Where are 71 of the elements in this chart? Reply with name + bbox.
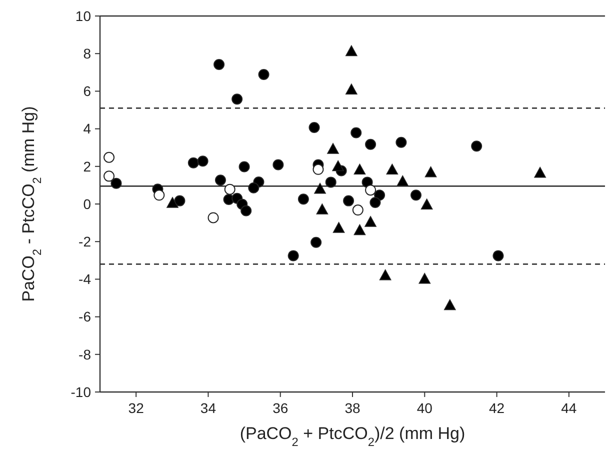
y-tick-label: 6 — [83, 83, 92, 100]
point — [379, 269, 392, 280]
x-tick-label: 44 — [561, 400, 577, 416]
point — [332, 222, 345, 233]
point — [386, 164, 398, 175]
point — [396, 136, 407, 148]
point — [354, 164, 366, 175]
point — [370, 196, 381, 208]
x-axis-title: (PaCO$_{2}$ + PtcCO$_{2}$)/2 (mm Hg) — [240, 424, 466, 449]
point — [352, 204, 364, 216]
y-tick-label: 2 — [83, 158, 92, 174]
point — [272, 159, 284, 170]
point — [238, 161, 250, 172]
y-tick-label: 4 — [83, 120, 92, 137]
point — [346, 45, 358, 56]
point — [104, 170, 115, 182]
point — [174, 195, 186, 206]
point — [312, 164, 324, 175]
point — [424, 166, 437, 178]
y-tick-label: -4 — [78, 271, 92, 288]
point — [346, 84, 358, 94]
point — [316, 204, 328, 214]
x-tick-label: 40 — [416, 400, 433, 416]
y-tick-label: -2 — [78, 234, 92, 250]
point — [492, 250, 504, 262]
point — [214, 59, 225, 70]
point — [240, 205, 252, 216]
point — [214, 174, 226, 186]
x-tick-label: 36 — [272, 400, 288, 416]
x-tick-label: 34 — [200, 400, 216, 416]
point — [471, 140, 482, 152]
point — [365, 184, 376, 196]
point — [310, 236, 322, 248]
y-tick-label: -10 — [70, 384, 92, 400]
point — [354, 224, 366, 236]
point — [154, 190, 165, 201]
point — [420, 198, 433, 210]
point — [188, 157, 199, 168]
point — [343, 195, 354, 206]
point — [327, 143, 339, 154]
point — [208, 212, 219, 224]
point — [248, 182, 260, 194]
point — [258, 68, 270, 80]
point — [197, 156, 208, 167]
point — [224, 184, 236, 195]
point — [104, 152, 115, 163]
point — [308, 122, 320, 133]
point — [166, 197, 178, 208]
point — [365, 138, 376, 150]
point — [325, 176, 336, 188]
x-tick-label: 42 — [488, 400, 505, 416]
point — [110, 178, 122, 189]
x-tick-label: 38 — [344, 400, 360, 416]
y-tick-label: 10 — [75, 8, 92, 24]
point — [534, 166, 546, 178]
y-tick-label: 8 — [83, 46, 92, 62]
point — [288, 250, 299, 262]
point — [314, 182, 326, 194]
point — [364, 216, 376, 227]
point — [444, 299, 456, 310]
point — [396, 175, 409, 186]
point — [332, 160, 344, 172]
point — [410, 190, 422, 201]
y-tick-label: -8 — [78, 346, 92, 362]
x-tick-label: 32 — [128, 400, 144, 416]
y-tick-label: 0 — [83, 196, 92, 212]
point — [418, 272, 431, 284]
y-tick-label: -6 — [78, 308, 92, 325]
point — [350, 127, 362, 138]
point — [298, 194, 309, 205]
point — [232, 94, 243, 105]
